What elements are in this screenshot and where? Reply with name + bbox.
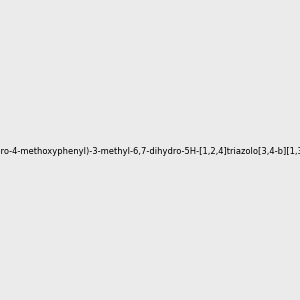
- Text: N-(4-bromophenyl)-6-(3-chloro-4-methoxyphenyl)-3-methyl-6,7-dihydro-5H-[1,2,4]tr: N-(4-bromophenyl)-6-(3-chloro-4-methoxyp…: [0, 147, 300, 156]
